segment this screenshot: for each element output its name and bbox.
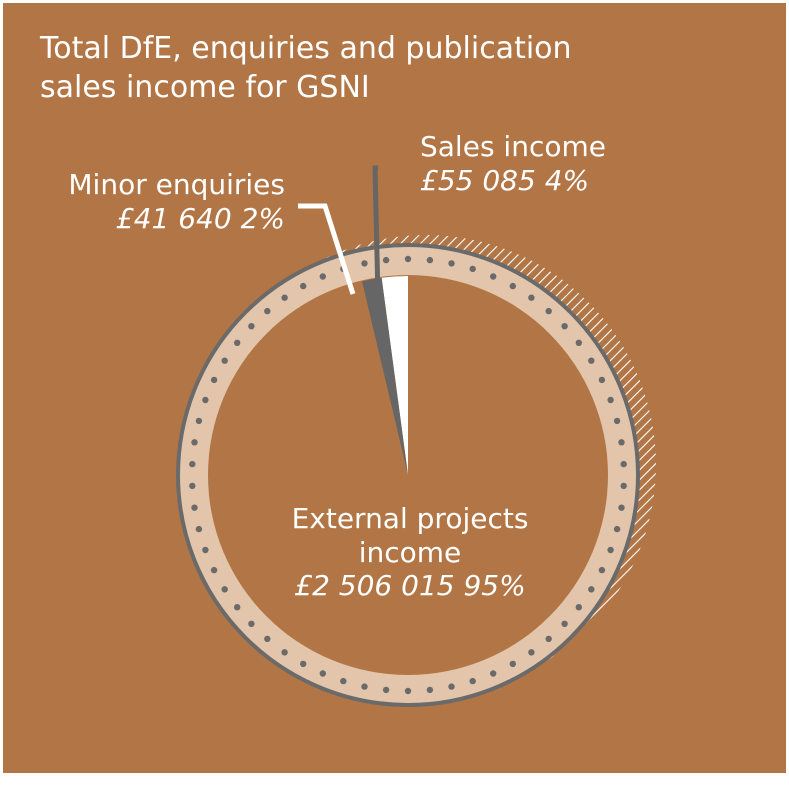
ring-dot bbox=[528, 294, 535, 301]
ring-dot bbox=[191, 439, 198, 446]
label-minor-enquiries: Minor enquiries £41 640 2% bbox=[40, 168, 285, 235]
ring-dot bbox=[490, 273, 497, 280]
ring-dot bbox=[300, 282, 307, 290]
ring-dot bbox=[448, 260, 455, 267]
ring-dot bbox=[234, 339, 241, 346]
ring-dot bbox=[509, 282, 516, 290]
ring-dot bbox=[607, 546, 614, 554]
ring-dot bbox=[613, 417, 621, 425]
ring-dot bbox=[248, 323, 255, 330]
ring-dot bbox=[575, 339, 582, 346]
label-minor-name: Minor enquiries bbox=[68, 168, 285, 201]
ring-dot bbox=[221, 357, 228, 364]
ring-dot bbox=[620, 460, 627, 468]
ring-dot bbox=[221, 586, 228, 593]
ring-dot bbox=[618, 439, 625, 446]
leader-minor bbox=[298, 203, 356, 295]
ring-dot bbox=[598, 376, 606, 384]
ring-dot bbox=[598, 566, 606, 574]
label-external-projects: External projects income £2 506 015 95% bbox=[255, 502, 565, 603]
ring-dot bbox=[469, 677, 476, 685]
ring-dot bbox=[382, 256, 390, 264]
slice-sales-income bbox=[381, 276, 408, 475]
ring-dot bbox=[588, 586, 595, 593]
ring-dot bbox=[404, 687, 412, 695]
ring-dot bbox=[561, 620, 568, 627]
ring-dot bbox=[264, 307, 271, 315]
ring-dot bbox=[545, 307, 552, 315]
ring-dot bbox=[613, 525, 621, 533]
label-external-name: External projects income bbox=[291, 502, 529, 569]
ring-dot bbox=[300, 660, 307, 668]
ring-dot bbox=[382, 686, 390, 694]
ring-dot bbox=[575, 604, 582, 611]
label-sales-name: Sales income bbox=[420, 130, 606, 163]
ring-dot bbox=[361, 683, 368, 690]
slice-minor-enquiries bbox=[362, 277, 408, 475]
ring-dot bbox=[210, 566, 218, 574]
ring-dot bbox=[561, 323, 568, 330]
ring-dot bbox=[189, 482, 196, 490]
ring-dot bbox=[490, 670, 497, 677]
ring-dot bbox=[210, 376, 218, 384]
ring-dot bbox=[281, 649, 288, 656]
ring-dot bbox=[319, 273, 326, 280]
ring-dot bbox=[509, 660, 516, 668]
ring-dot bbox=[234, 604, 241, 611]
label-external-value: £2 506 015 95% bbox=[294, 569, 526, 603]
ring-dot bbox=[618, 504, 625, 511]
ring-dot bbox=[202, 546, 209, 554]
ring-dot bbox=[620, 482, 627, 490]
ring-dot bbox=[448, 683, 455, 690]
chart-title: Total DfE, enquiries and publication sal… bbox=[40, 31, 572, 105]
ring-dot bbox=[202, 396, 209, 404]
ring-dot bbox=[191, 504, 198, 511]
leader-sales bbox=[372, 165, 381, 299]
ring-dot bbox=[528, 649, 535, 656]
ring-dot bbox=[404, 255, 412, 263]
ring-dot bbox=[195, 417, 203, 425]
ring-dot bbox=[545, 635, 552, 643]
ring-dot bbox=[426, 256, 434, 264]
ring-dot bbox=[264, 635, 271, 643]
ring-dot bbox=[248, 620, 255, 627]
ring-dot bbox=[319, 670, 326, 677]
label-minor-value: £41 640 2% bbox=[115, 201, 285, 235]
ring-dot bbox=[426, 686, 434, 694]
ring-dot bbox=[607, 396, 614, 404]
ring-dot bbox=[588, 357, 595, 364]
ring-dot bbox=[195, 525, 203, 533]
ring-dot bbox=[469, 265, 476, 273]
ring-dot bbox=[340, 677, 347, 685]
label-sales-income: Sales income £55 085 4% bbox=[420, 130, 606, 197]
ring-dot bbox=[361, 260, 368, 267]
label-sales-value: £55 085 4% bbox=[420, 163, 590, 197]
ring-dot bbox=[189, 460, 196, 468]
ring-dot bbox=[281, 294, 288, 301]
